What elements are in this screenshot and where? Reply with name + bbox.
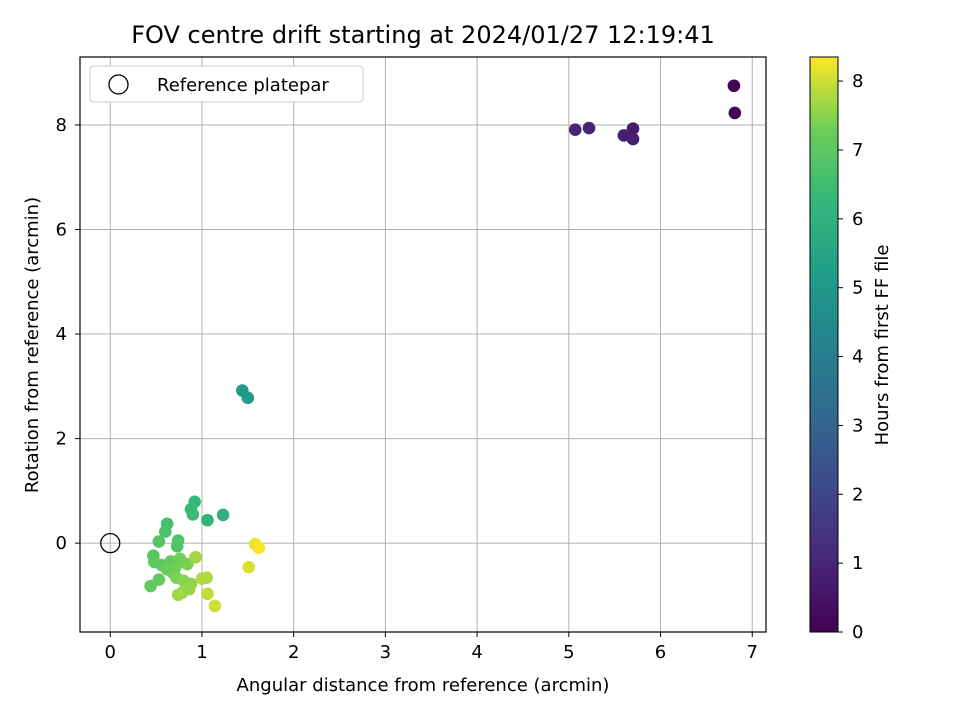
data-point: [242, 560, 256, 574]
colorbar-ticks: 0 1 2 3 4 5 6 7 8: [838, 71, 863, 643]
data-point: [727, 79, 741, 93]
data-points: [100, 79, 742, 613]
data-point: [201, 513, 214, 527]
data-point: [728, 106, 742, 120]
colorbar-tick-label: 5: [852, 278, 863, 299]
data-point: [171, 588, 185, 602]
data-point: [158, 525, 172, 538]
x-tick-label: 6: [655, 642, 666, 663]
x-tick-label: 0: [105, 642, 116, 663]
data-point: [152, 535, 166, 548]
grid-lines: [80, 57, 766, 632]
reference-platepar-marker: [100, 532, 121, 554]
colorbar-gradient: [809, 56, 839, 633]
y-tick-label: 6: [56, 220, 67, 241]
colorbar-tick-label: 4: [852, 347, 863, 368]
legend: Reference platepar: [89, 65, 364, 103]
data-point: [568, 123, 582, 136]
data-point: [208, 599, 222, 613]
plot-axes: 0 1 2 3 4 5 6 7 0 2 4 6 8: [56, 56, 767, 663]
colorbar: 0 1 2 3 4 5 6 7 8 Hours from first FF file: [809, 56, 893, 643]
colorbar-label: Hours from first FF file: [872, 245, 893, 446]
legend-marker-reference: [108, 74, 129, 95]
x-tick-label: 1: [196, 642, 207, 663]
data-point: [241, 391, 255, 405]
colorbar-tick-label: 1: [852, 553, 863, 574]
x-tick-label: 3: [380, 642, 391, 663]
colorbar-tick-label: 6: [852, 209, 863, 230]
data-point: [201, 587, 214, 601]
legend-frame: [89, 65, 364, 103]
plot-frame: [79, 56, 767, 633]
legend-label-reference: Reference platepar: [157, 75, 329, 96]
data-point: [144, 579, 157, 593]
y-tick-label: 8: [56, 115, 67, 136]
chart-title: FOV centre drift starting at 2024/01/27 …: [131, 21, 715, 49]
x-tick-label: 5: [563, 642, 574, 663]
colorbar-tick-label: 3: [852, 415, 863, 436]
y-tick-label: 4: [56, 324, 67, 345]
data-point: [200, 571, 213, 584]
colorbar-tick-label: 7: [852, 140, 863, 161]
x-tick-label: 2: [288, 642, 299, 663]
y-tick-label: 0: [56, 533, 67, 554]
colorbar-tick-label: 0: [852, 622, 863, 643]
data-point: [216, 508, 230, 522]
data-point: [582, 121, 596, 135]
colorbar-tick-label: 8: [852, 71, 863, 92]
data-point: [626, 122, 640, 135]
data-point: [252, 541, 266, 555]
x-axis-label: Angular distance from reference (arcmin): [237, 675, 610, 696]
data-point: [186, 508, 200, 521]
x-tick-label: 7: [747, 642, 758, 663]
y-axis-label: Rotation from reference (arcmin): [22, 197, 43, 493]
data-point: [170, 539, 184, 553]
data-point: [617, 129, 631, 142]
data-point: [189, 550, 202, 564]
y-tick-label: 2: [56, 429, 67, 450]
x-tick-label: 4: [471, 642, 482, 663]
colorbar-tick-label: 2: [852, 484, 863, 505]
